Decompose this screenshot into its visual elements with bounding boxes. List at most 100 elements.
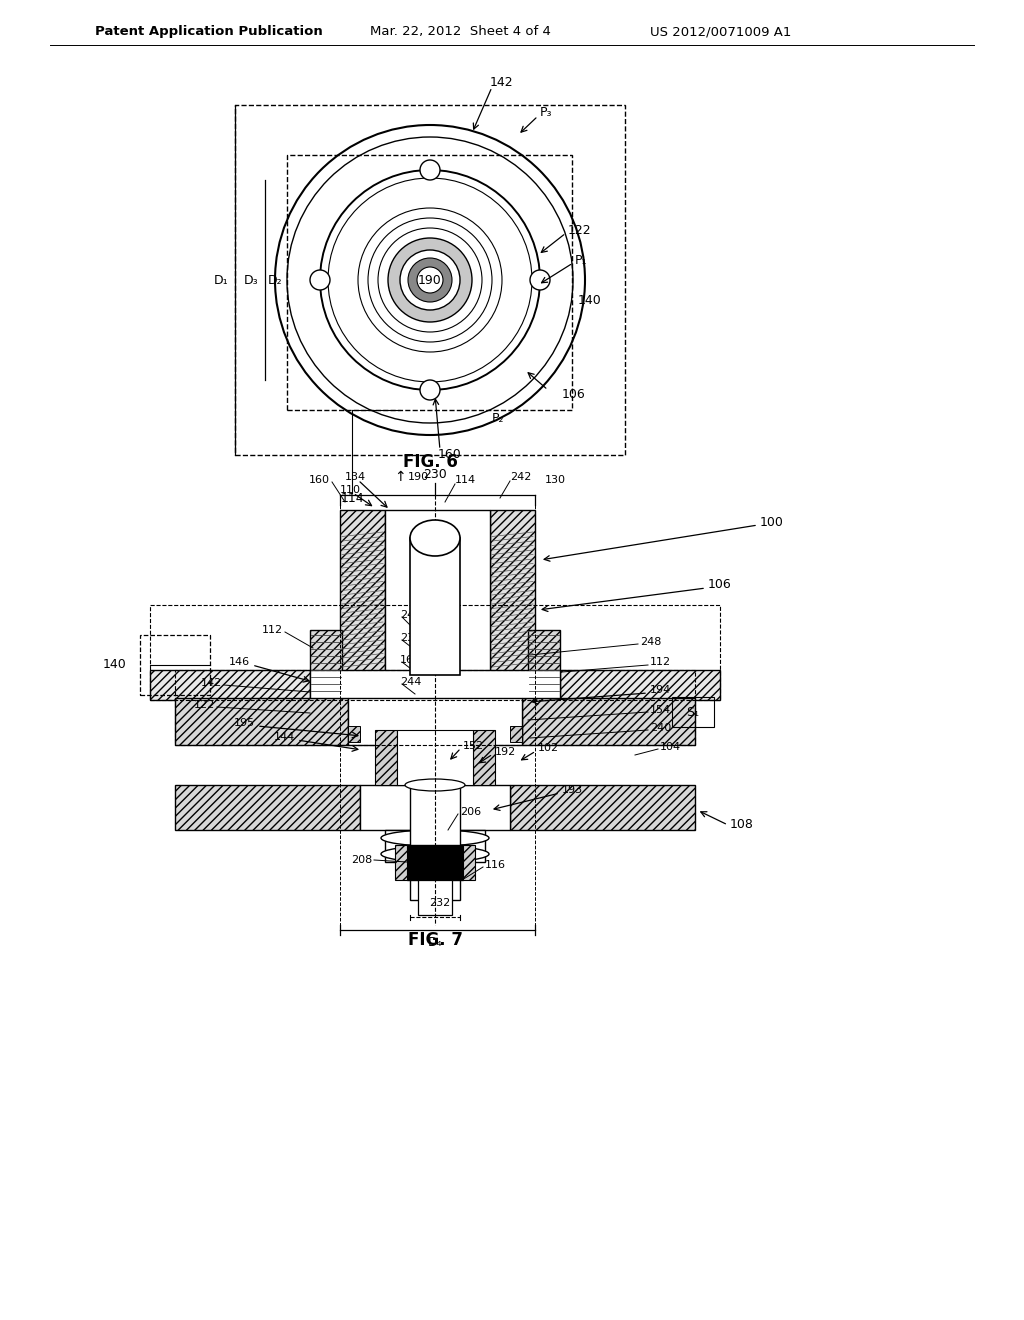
Ellipse shape [381, 846, 489, 862]
Text: 246: 246 [400, 610, 421, 620]
Bar [310, 630, 342, 696]
Text: 104: 104 [660, 742, 681, 752]
Text: 108: 108 [730, 818, 754, 832]
Circle shape [388, 238, 472, 322]
Bar [150, 605, 720, 700]
Bar [348, 726, 360, 742]
Text: 142: 142 [490, 77, 514, 90]
Text: P₃: P₃ [540, 107, 553, 120]
Bar [375, 730, 397, 785]
Bar [397, 730, 473, 785]
Bar [522, 698, 695, 744]
Text: 144: 144 [273, 733, 295, 742]
Text: Patent Application Publication: Patent Application Publication [95, 25, 323, 38]
Text: 193: 193 [562, 785, 583, 795]
Bar [360, 785, 510, 830]
Text: US 2012/0071009 A1: US 2012/0071009 A1 [650, 25, 792, 38]
Bar [473, 730, 495, 785]
Text: 242: 242 [510, 473, 531, 482]
Bar [463, 845, 475, 880]
Circle shape [530, 271, 550, 290]
Circle shape [408, 257, 452, 302]
Text: 100: 100 [760, 516, 784, 528]
Text: 106: 106 [562, 388, 586, 401]
Text: D₂: D₂ [267, 273, 282, 286]
Text: 116: 116 [485, 861, 506, 870]
Bar [418, 880, 452, 915]
Bar [510, 785, 695, 830]
Text: ↑: ↑ [394, 470, 406, 484]
Bar [287, 154, 572, 411]
Bar [385, 830, 485, 862]
Bar [407, 845, 463, 880]
Text: 154: 154 [650, 705, 671, 715]
Text: 140: 140 [102, 659, 126, 672]
Bar [560, 671, 720, 700]
Text: 208: 208 [351, 855, 372, 865]
Text: 112: 112 [262, 624, 283, 635]
Text: S₁: S₁ [686, 705, 699, 718]
Text: 194: 194 [650, 685, 672, 696]
Circle shape [420, 380, 440, 400]
Text: 195: 195 [233, 718, 255, 729]
Text: 190: 190 [418, 273, 442, 286]
Bar [175, 671, 695, 744]
Bar [175, 698, 348, 744]
Text: D₁: D₁ [214, 273, 228, 286]
Text: 244: 244 [400, 677, 421, 686]
Text: 114: 114 [455, 475, 476, 484]
Bar [410, 539, 460, 675]
Ellipse shape [406, 779, 465, 791]
Bar [310, 671, 560, 700]
Bar [672, 697, 714, 727]
Text: 110: 110 [340, 484, 360, 495]
Bar [150, 671, 310, 700]
Text: 160: 160 [309, 475, 330, 484]
Text: 142: 142 [201, 678, 222, 688]
Bar [385, 510, 490, 675]
Text: D₃: D₃ [244, 273, 258, 286]
Ellipse shape [410, 520, 460, 556]
Text: 206: 206 [460, 807, 481, 817]
Text: 160: 160 [438, 449, 462, 462]
Text: 112: 112 [650, 657, 671, 667]
Ellipse shape [381, 830, 489, 846]
Text: 122: 122 [194, 700, 215, 710]
Text: D₄: D₄ [428, 936, 442, 949]
Circle shape [420, 160, 440, 180]
Bar [340, 510, 385, 675]
Text: 240: 240 [650, 723, 672, 733]
Bar [410, 785, 460, 900]
Circle shape [310, 271, 330, 290]
Circle shape [400, 249, 460, 310]
Bar [490, 510, 535, 675]
Text: 230: 230 [423, 469, 446, 482]
Bar [348, 698, 522, 744]
Text: P₂: P₂ [492, 412, 505, 425]
Text: 114: 114 [340, 491, 364, 504]
Text: P₁: P₁ [575, 253, 588, 267]
Text: FIG. 7: FIG. 7 [408, 931, 463, 949]
Bar [510, 726, 522, 742]
Text: 134: 134 [344, 473, 366, 482]
Text: Mar. 22, 2012  Sheet 4 of 4: Mar. 22, 2012 Sheet 4 of 4 [370, 25, 551, 38]
Circle shape [417, 267, 443, 293]
Text: 190: 190 [408, 473, 429, 482]
Text: 248: 248 [640, 638, 662, 647]
Bar [175, 785, 360, 830]
Bar [140, 635, 210, 696]
Text: 102: 102 [538, 743, 559, 752]
Text: 236: 236 [400, 634, 421, 643]
Text: 130: 130 [545, 475, 566, 484]
Text: 232: 232 [429, 898, 451, 908]
Text: 166: 166 [400, 655, 421, 665]
Text: 140: 140 [578, 293, 602, 306]
Text: 192: 192 [495, 747, 516, 756]
Bar [528, 630, 560, 696]
Text: 152: 152 [463, 741, 484, 751]
Text: 146: 146 [229, 657, 250, 667]
Text: 106: 106 [708, 578, 732, 591]
Text: FIG. 6: FIG. 6 [402, 453, 458, 471]
Text: 122: 122 [568, 223, 592, 236]
Bar [395, 845, 407, 880]
